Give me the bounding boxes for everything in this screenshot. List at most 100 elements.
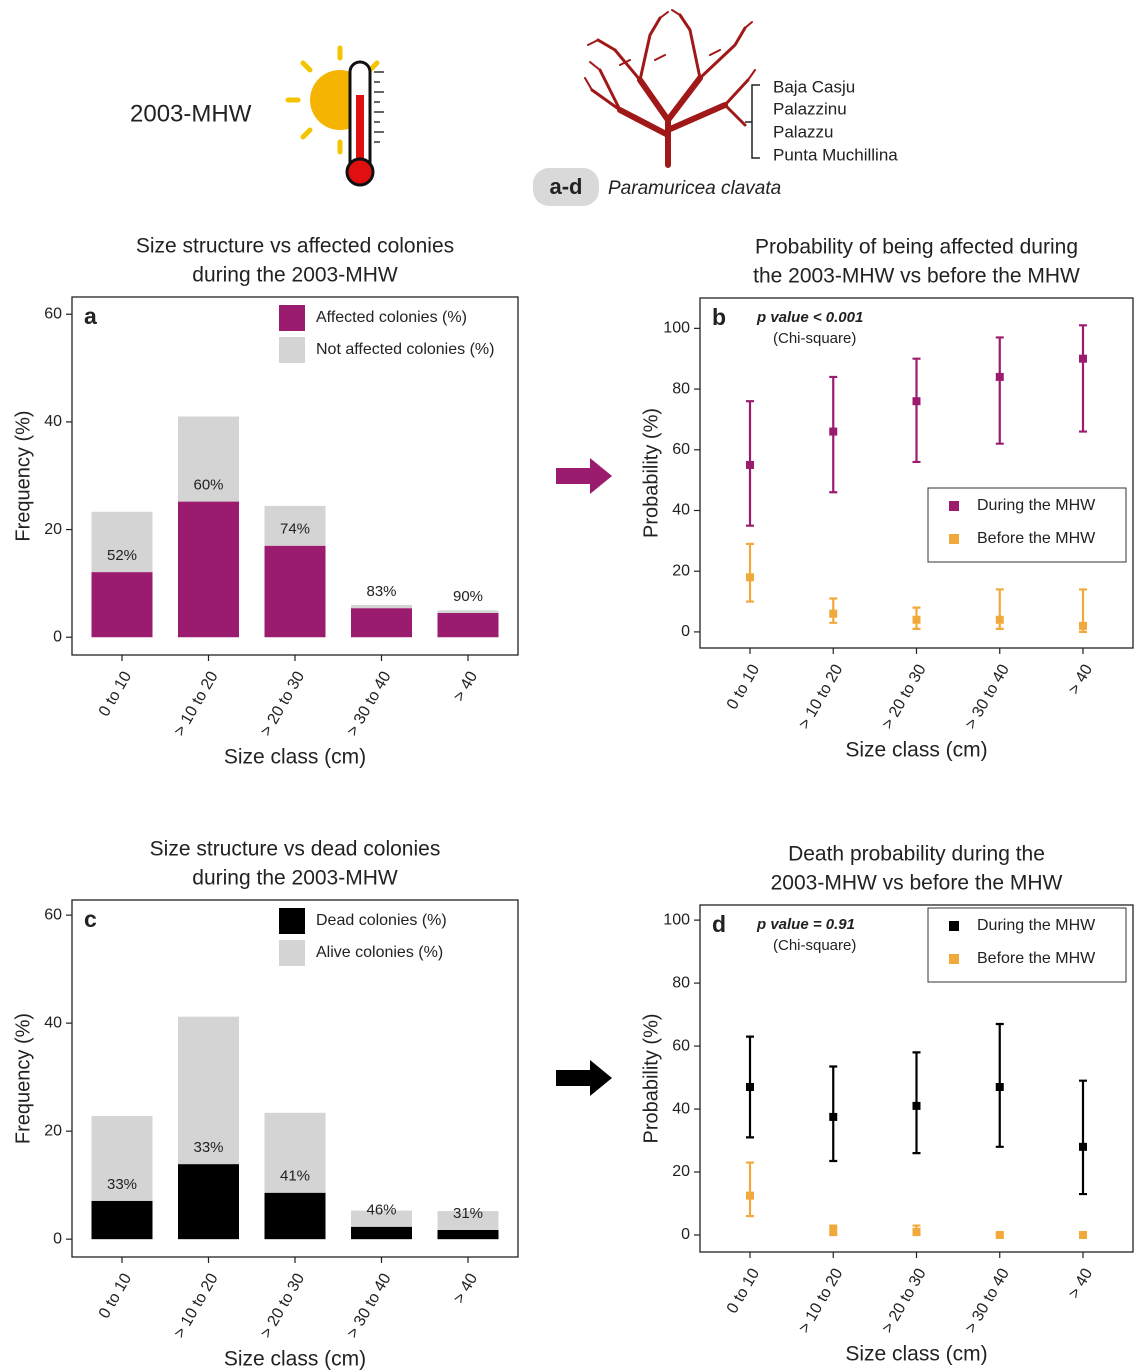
- species-label: Paramuricea clavata: [608, 178, 781, 199]
- site-label: Palazzinu: [773, 99, 847, 118]
- annotation: (Chi-square): [773, 330, 856, 347]
- bar-segment: [437, 610, 499, 614]
- chart-title: during the 2003-MHW: [192, 867, 398, 890]
- panel-label: c: [84, 906, 97, 932]
- y-tick-label: 20: [44, 521, 62, 538]
- x-tick-label: > 40: [1066, 662, 1097, 698]
- y-tick-label: 0: [681, 623, 690, 640]
- site-label: Palazzu: [773, 122, 833, 141]
- bar-segment: [351, 608, 412, 638]
- point: [912, 397, 921, 406]
- bar-segment: [264, 505, 326, 546]
- point: [1079, 1230, 1087, 1239]
- y-tick-label: 40: [44, 413, 62, 430]
- x-tick-label: > 20 to 30: [258, 669, 309, 740]
- panel-badge: [533, 168, 599, 206]
- x-tick-label: > 30 to 40: [344, 669, 395, 740]
- point: [829, 609, 838, 618]
- error-bar: [995, 336, 1004, 445]
- panel: Death probability during the 2003-MHW vs …: [640, 843, 1134, 1366]
- point: [995, 1230, 1004, 1239]
- bar-label: 74%: [280, 521, 310, 538]
- y-tick-label: 0: [53, 1230, 62, 1247]
- y-tick-label: 60: [44, 305, 62, 322]
- plot-frame: [71, 296, 519, 656]
- thermometer-icon: [345, 60, 384, 187]
- bar-label: 90%: [453, 588, 483, 605]
- point: [1079, 621, 1087, 630]
- legend-label: Not affected colonies (%): [316, 341, 494, 358]
- legend-swatch: [949, 501, 959, 511]
- coral-icon: [584, 9, 756, 168]
- legend-swatch: [949, 954, 959, 964]
- x-tick-label: > 10 to 20: [171, 1271, 222, 1342]
- bar-label: 33%: [107, 1176, 137, 1193]
- y-tick-label: 40: [672, 1100, 690, 1117]
- bar-segment: [437, 1229, 499, 1240]
- bar-segment: [178, 501, 239, 638]
- point: [912, 1101, 921, 1110]
- chart-title: Death probability during the: [788, 843, 1045, 866]
- point: [746, 460, 754, 469]
- bar-label: 52%: [107, 547, 137, 564]
- chart-title: the 2003-MHW vs before the MHW: [753, 265, 1080, 288]
- y-tick-label: 80: [672, 974, 690, 991]
- bar-segment: [91, 1200, 153, 1240]
- legend-swatch: [279, 337, 305, 363]
- annotation: p value = 0.91: [756, 916, 855, 933]
- legend-frame: [927, 907, 1127, 983]
- y-tick-label: 0: [53, 628, 62, 645]
- y-tick-label: 60: [44, 906, 62, 923]
- point: [746, 573, 754, 582]
- panel-label: b: [712, 304, 726, 330]
- panel-label: a: [84, 303, 97, 329]
- legend-swatch: [279, 305, 305, 331]
- bar-segment: [437, 1211, 499, 1230]
- error-bar: [912, 357, 921, 464]
- y-tick-label: 100: [663, 911, 690, 928]
- bar-segment: [178, 416, 239, 502]
- legend-label: Before the MHW: [977, 950, 1096, 967]
- x-tick-label: > 20 to 30: [879, 662, 930, 733]
- point: [1079, 1142, 1087, 1151]
- x-tick-label: > 20 to 30: [879, 1266, 930, 1337]
- legend-label: During the MHW: [977, 917, 1096, 934]
- x-tick-label: > 40: [451, 1271, 482, 1307]
- y-axis-label: Frequency (%): [12, 410, 34, 541]
- header: 2003-MHW Baja Casju Palazz: [130, 9, 898, 206]
- x-tick-label: > 30 to 40: [962, 1266, 1013, 1337]
- point: [995, 372, 1004, 381]
- x-tick-label: > 30 to 40: [344, 1271, 395, 1342]
- bar-label: 41%: [280, 1168, 310, 1185]
- x-axis-label: Size class (cm): [224, 746, 366, 769]
- y-tick-label: 0: [681, 1226, 690, 1243]
- chart-title: Probability of being affected during: [755, 236, 1078, 259]
- point: [995, 1083, 1004, 1092]
- bar-segment: [264, 1112, 326, 1193]
- panel-label: d: [712, 911, 726, 937]
- chart-title: 2003-MHW vs before the MHW: [771, 872, 1063, 895]
- bar-label: 83%: [366, 583, 396, 600]
- arrow: [556, 458, 612, 494]
- y-tick-label: 40: [44, 1014, 62, 1031]
- x-axis-label: Size class (cm): [845, 1343, 987, 1366]
- panel: Size structure vs affected colonies durin…: [12, 235, 519, 769]
- y-tick-label: 20: [672, 562, 690, 579]
- point: [1079, 354, 1087, 363]
- point: [912, 615, 921, 624]
- bar-segment: [178, 1016, 239, 1165]
- bar-segment: [351, 1226, 412, 1240]
- x-tick-label: > 40: [1066, 1266, 1097, 1302]
- x-tick-label: 0 to 10: [724, 1266, 763, 1317]
- site-label: Punta Muchillina: [773, 145, 898, 164]
- chart-title: Size structure vs dead colonies: [150, 838, 441, 861]
- chart-title: during the 2003-MHW: [192, 264, 398, 287]
- bar-segment: [91, 1116, 153, 1201]
- error-bar: [1079, 324, 1087, 433]
- x-tick-label: 0 to 10: [724, 662, 763, 713]
- y-axis-label: Frequency (%): [12, 1013, 34, 1144]
- bar-label: 33%: [193, 1139, 223, 1156]
- annotation: (Chi-square): [773, 937, 856, 954]
- point: [829, 1226, 838, 1235]
